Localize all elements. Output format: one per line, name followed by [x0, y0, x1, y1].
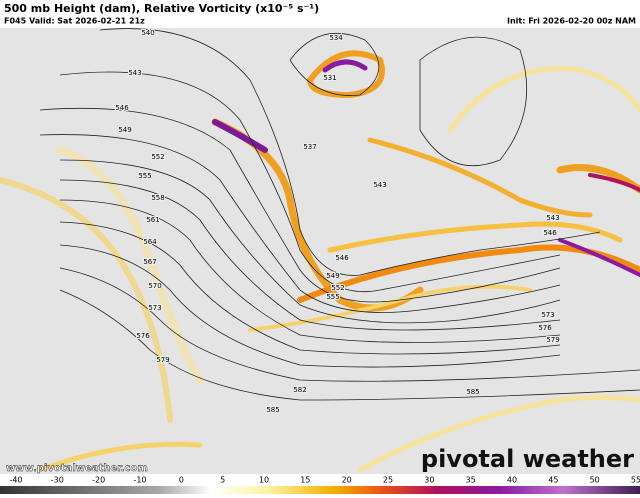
- contour-label: 546: [543, 229, 557, 237]
- colorbar-tick-label: 25: [383, 476, 393, 485]
- colorbar-tick-label: 35: [466, 476, 476, 485]
- contour-label: 546: [115, 104, 129, 112]
- contour-label: 564: [143, 238, 157, 246]
- valid-time: F045 Valid: Sat 2026-02-21 21z: [4, 17, 145, 26]
- colorbar-tick-label: -10: [133, 476, 146, 485]
- contour-label: 582: [293, 386, 306, 394]
- vorticity-field: [0, 50, 640, 473]
- colorbar-tick-label: 5: [220, 476, 225, 485]
- height-contours: [39, 28, 640, 401]
- colorbar-tick-label: -40: [9, 476, 22, 485]
- colorbar-ticks: -40 -30 -20 -10 0 5 10 15 20 25 30 35 40 45 50 55: [9, 476, 640, 485]
- colorbar-tick-label: 10: [259, 476, 269, 485]
- contour-label: 567: [143, 258, 156, 266]
- contour-labels: 540 543 546 549 552 555 558 561 564 567 …: [114, 28, 560, 415]
- contour-label: 543: [546, 214, 559, 222]
- colorbar-tick-label: 45: [548, 476, 558, 485]
- colorbar-tick-label: -30: [51, 476, 64, 485]
- contour-label: 555: [326, 293, 339, 301]
- contour-label: 573: [541, 311, 554, 319]
- contour-label: 585: [466, 388, 479, 396]
- colorbar-tick-label: 40: [507, 476, 517, 485]
- contour-label: 555: [138, 172, 151, 180]
- website: www.pivotalweather.com: [6, 463, 148, 474]
- colorbar-tick-label: 20: [342, 476, 352, 485]
- contour-label: 576: [538, 324, 552, 332]
- contour-label: 552: [331, 284, 344, 292]
- contour-label: 561: [146, 216, 159, 224]
- contour-label: 573: [148, 304, 161, 312]
- colorbar-tick-label: 55: [631, 476, 640, 485]
- contour-label: 549: [118, 126, 131, 134]
- contour-label: 549: [326, 272, 339, 280]
- contour-label: 543: [373, 181, 386, 189]
- title: 500 mb Height (dam), Relative Vorticity …: [4, 2, 319, 15]
- contour-label: 534: [329, 34, 343, 42]
- contour-label: 543: [128, 69, 141, 77]
- contour-label: 579: [156, 356, 169, 364]
- header-bg: [0, 0, 640, 28]
- contour-label: 540: [141, 29, 154, 37]
- brand: pivotal weather: [421, 445, 634, 473]
- colorbar-tick-label: -20: [92, 476, 105, 485]
- contour-label: 570: [148, 282, 161, 290]
- colorbar-tick-label: 0: [179, 476, 184, 485]
- contour-label: 546: [335, 254, 349, 262]
- colorbar-tick-label: 50: [590, 476, 600, 485]
- colorbar: [0, 486, 640, 494]
- contour-label: 579: [546, 336, 559, 344]
- map-bg: [0, 28, 640, 474]
- contour-label: 558: [151, 194, 164, 202]
- contour-label: 585: [266, 406, 279, 414]
- colorbar-tick-label: 30: [424, 476, 434, 485]
- contour-label: 537: [303, 143, 316, 151]
- contour-label: 531: [323, 74, 336, 82]
- colorbar-tick-label: 15: [300, 476, 310, 485]
- contour-label: 552: [151, 153, 164, 161]
- contour-label: 576: [136, 332, 150, 340]
- init-time: Init: Fri 2026-02-20 00z NAM: [507, 17, 636, 26]
